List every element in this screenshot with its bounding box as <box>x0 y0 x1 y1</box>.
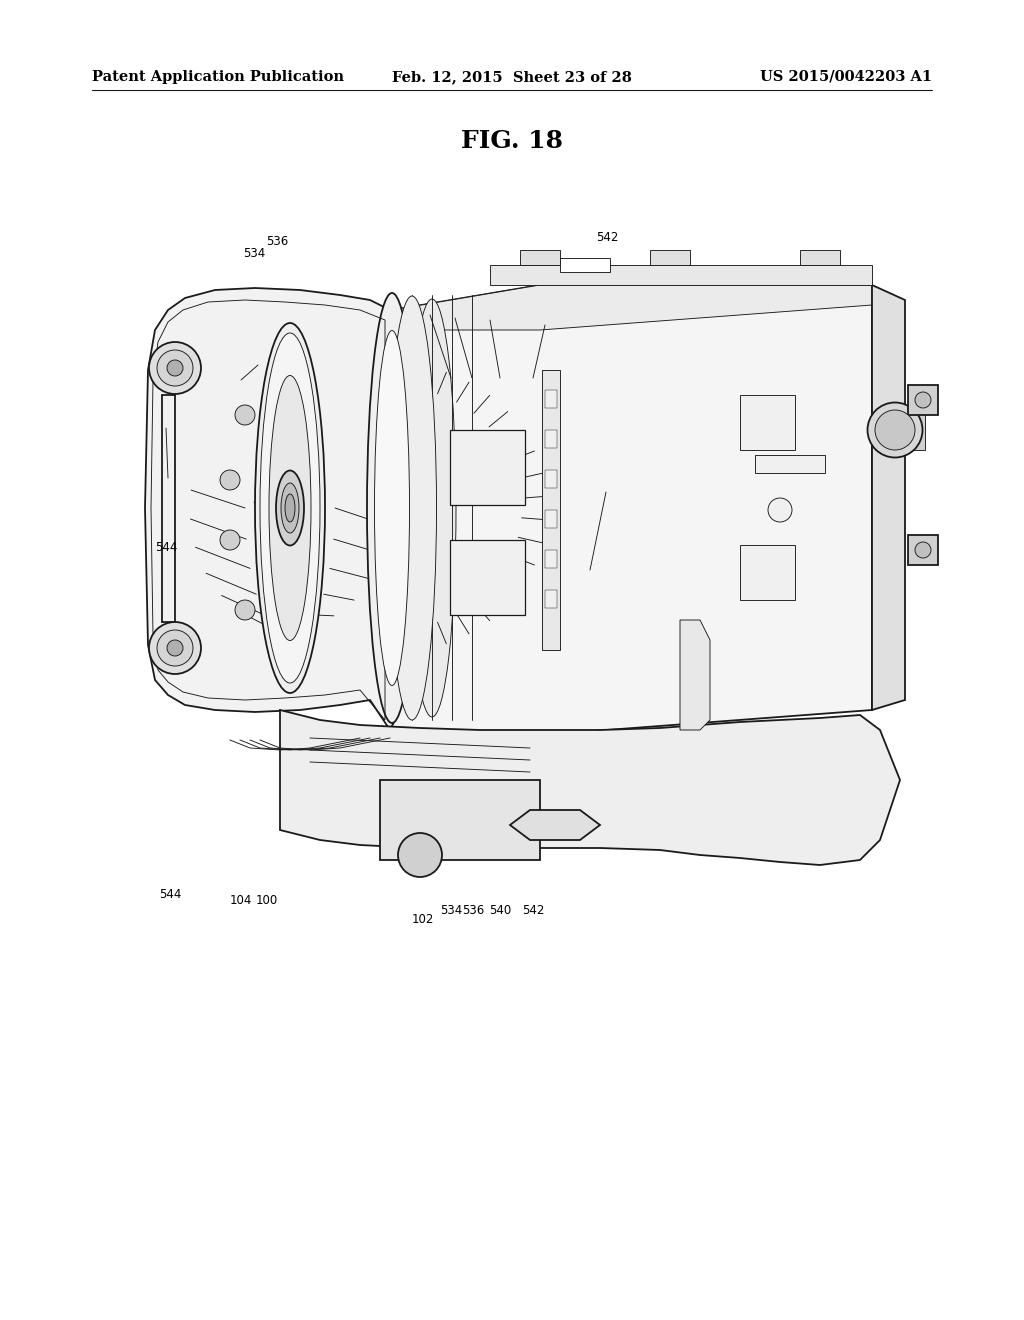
Bar <box>545 430 557 447</box>
Ellipse shape <box>867 403 923 458</box>
Bar <box>380 780 540 861</box>
Ellipse shape <box>375 330 410 685</box>
Polygon shape <box>800 249 840 265</box>
Polygon shape <box>145 288 395 730</box>
Ellipse shape <box>367 293 417 723</box>
Circle shape <box>234 405 255 425</box>
Circle shape <box>915 543 931 558</box>
Text: 534: 534 <box>440 904 463 916</box>
Text: 542: 542 <box>596 231 618 244</box>
Text: US 2015/0042203 A1: US 2015/0042203 A1 <box>760 70 932 84</box>
Circle shape <box>768 498 792 521</box>
Polygon shape <box>520 249 560 265</box>
Ellipse shape <box>260 333 319 682</box>
Circle shape <box>157 350 193 385</box>
Ellipse shape <box>281 483 299 533</box>
Ellipse shape <box>408 300 456 717</box>
Polygon shape <box>392 285 872 735</box>
Circle shape <box>150 622 201 675</box>
Text: 104: 104 <box>229 894 252 907</box>
Polygon shape <box>872 285 905 710</box>
Ellipse shape <box>874 411 915 450</box>
Polygon shape <box>392 285 872 330</box>
Ellipse shape <box>433 302 480 713</box>
Text: 544: 544 <box>155 541 177 554</box>
Circle shape <box>167 360 183 376</box>
Bar <box>450 430 525 506</box>
Bar <box>545 510 557 528</box>
Ellipse shape <box>285 494 295 521</box>
Bar <box>908 385 938 414</box>
Circle shape <box>768 568 792 591</box>
Text: 540: 540 <box>489 904 512 916</box>
Ellipse shape <box>276 470 304 545</box>
Text: 536: 536 <box>462 904 484 916</box>
Ellipse shape <box>255 323 325 693</box>
Bar <box>560 257 610 272</box>
Circle shape <box>220 470 240 490</box>
Circle shape <box>157 630 193 667</box>
Circle shape <box>167 640 183 656</box>
Text: 100: 100 <box>256 894 279 907</box>
Text: 534: 534 <box>243 247 265 260</box>
Circle shape <box>398 833 442 876</box>
Bar <box>545 389 557 408</box>
Polygon shape <box>490 265 872 285</box>
Ellipse shape <box>387 296 436 719</box>
Circle shape <box>150 342 201 393</box>
Text: 542: 542 <box>522 904 545 916</box>
Ellipse shape <box>269 375 311 640</box>
Bar <box>740 395 795 450</box>
Text: FIG. 18: FIG. 18 <box>461 129 563 153</box>
Bar <box>545 470 557 488</box>
Bar <box>895 411 925 450</box>
Text: 536: 536 <box>266 235 289 248</box>
Bar <box>545 590 557 609</box>
Polygon shape <box>680 620 710 730</box>
Circle shape <box>234 601 255 620</box>
Circle shape <box>220 531 240 550</box>
Text: Patent Application Publication: Patent Application Publication <box>92 70 344 84</box>
Polygon shape <box>650 249 690 265</box>
Bar <box>542 370 560 649</box>
Bar <box>755 455 825 473</box>
Polygon shape <box>280 710 900 865</box>
Bar <box>450 540 525 615</box>
Text: 102: 102 <box>412 913 434 925</box>
Bar <box>740 545 795 601</box>
Text: 544: 544 <box>159 888 181 902</box>
Circle shape <box>915 392 931 408</box>
Bar <box>545 550 557 568</box>
Text: Feb. 12, 2015  Sheet 23 of 28: Feb. 12, 2015 Sheet 23 of 28 <box>392 70 632 84</box>
Bar <box>908 535 938 565</box>
Polygon shape <box>510 810 600 840</box>
